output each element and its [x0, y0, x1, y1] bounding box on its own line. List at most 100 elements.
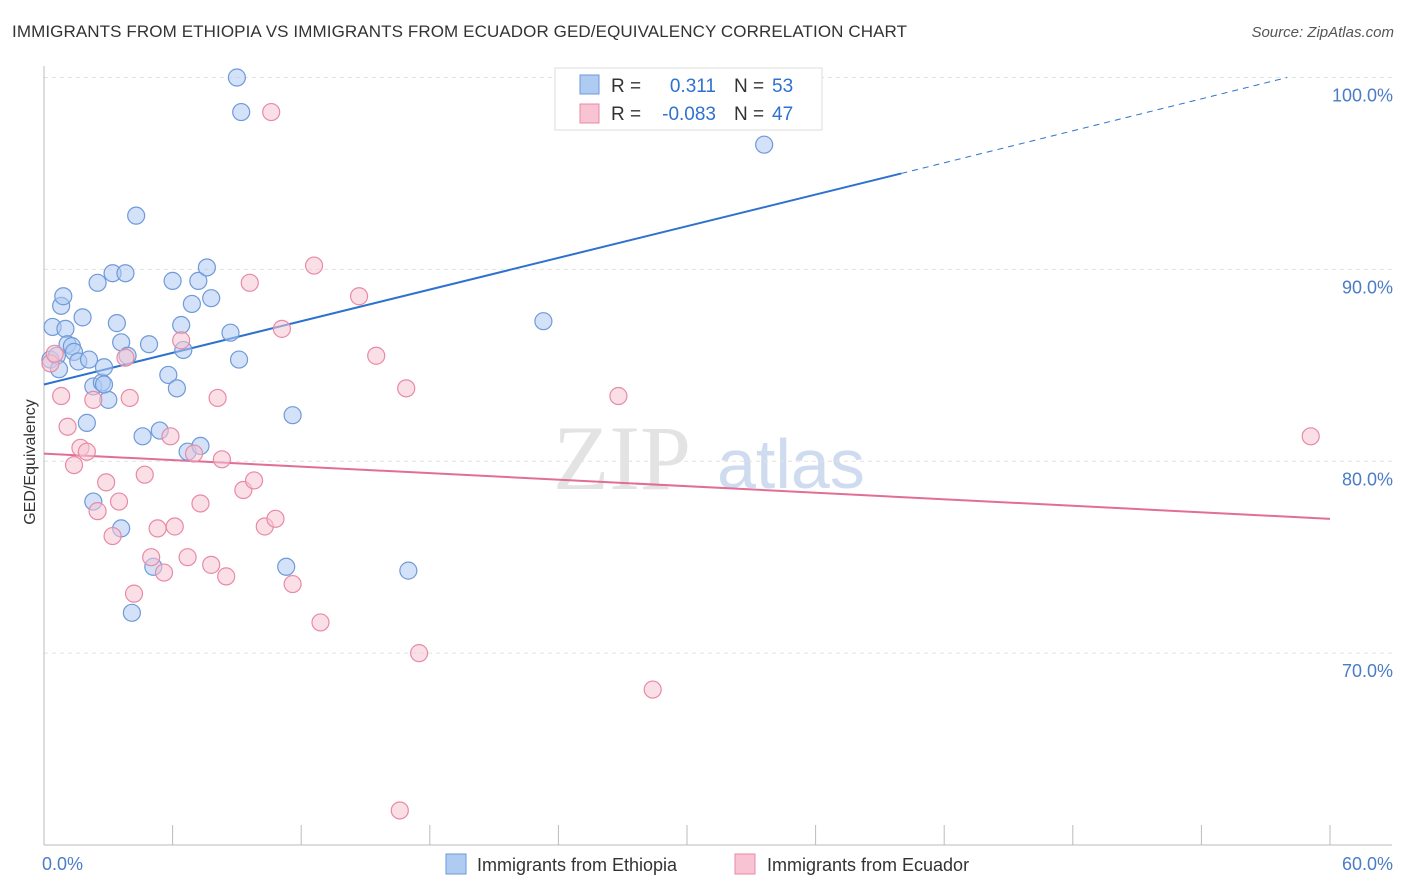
point-series0-12	[77, 413, 96, 432]
point-series0-13	[79, 350, 99, 369]
point-series0-31	[172, 315, 191, 335]
point-series1-36	[304, 256, 324, 275]
point-series0-11	[73, 308, 92, 327]
bottom-legend: Immigrants from Ethiopia Immigrants from…	[445, 853, 969, 875]
legend-swatch-ethiopia	[445, 853, 467, 875]
point-series0-42	[283, 406, 302, 425]
point-series1-3	[58, 417, 77, 436]
point-series1-46	[262, 102, 281, 122]
x-tick-labels: 0.0% 60.0%	[42, 854, 1393, 874]
point-series1-18	[154, 563, 174, 582]
point-series1-45	[1301, 427, 1320, 446]
point-series1-33	[266, 509, 285, 528]
point-series1-27	[212, 450, 231, 469]
point-series0-49	[399, 561, 418, 580]
point-series0-52	[94, 375, 114, 394]
point-series1-20	[165, 517, 184, 536]
point-series1-34	[272, 319, 292, 338]
y-tick-label-0: 70.0%	[1342, 661, 1393, 681]
point-series1-26	[208, 388, 227, 408]
point-series0-6	[56, 319, 75, 338]
point-series0-20	[107, 314, 126, 333]
point-series0-51	[755, 135, 774, 154]
trendline-extension-0	[901, 77, 1288, 174]
point-series1-25	[202, 555, 221, 574]
point-series0-15	[88, 273, 107, 292]
stats-legend: R = 0.311 N = 53 R = -0.083 N = 47	[554, 67, 823, 131]
point-series1-14	[124, 584, 144, 603]
point-series1-35	[283, 574, 302, 594]
point-series1-15	[135, 465, 154, 484]
point-series1-39	[367, 346, 386, 365]
point-series0-30	[167, 379, 186, 398]
point-series0-39	[232, 102, 251, 122]
point-series1-23	[184, 444, 204, 463]
point-series1-4	[64, 455, 84, 475]
stats-n-label-ethiopia: N =	[734, 76, 764, 97]
y-tick-label-2: 90.0%	[1342, 277, 1393, 297]
x-tick-label-1: 60.0%	[1342, 854, 1393, 874]
point-series0-26	[139, 335, 159, 354]
point-series1-40	[390, 801, 409, 820]
y-tick-labels: 70.0% 80.0% 90.0% 100.0%	[1332, 86, 1393, 682]
x-tick-label-0: 0.0%	[42, 854, 83, 874]
point-series1-13	[120, 388, 139, 408]
point-series1-28	[217, 567, 236, 586]
point-series1-19	[161, 427, 180, 446]
point-series1-44	[643, 680, 662, 699]
point-series0-47	[122, 603, 141, 622]
point-series1-11	[109, 492, 129, 511]
point-series0-50	[534, 312, 553, 331]
watermark-atlas: atlas	[717, 425, 865, 503]
stats-n-value-ecuador: 47	[772, 104, 793, 125]
trendline-1	[43, 452, 1331, 520]
stats-r-value-ecuador: -0.083	[662, 104, 716, 125]
point-series1-43	[609, 386, 628, 406]
point-series1-30	[240, 273, 259, 292]
point-series1-8	[88, 502, 107, 521]
stats-n-label-ecuador: N =	[734, 104, 764, 125]
point-series1-1	[45, 344, 64, 363]
stats-r-label-ethiopia: R =	[611, 76, 641, 97]
point-series1-17	[148, 519, 167, 538]
point-series1-22	[178, 548, 197, 567]
point-series0-41	[277, 557, 296, 576]
legend-swatch-ecuador	[734, 853, 756, 875]
point-series0-36	[202, 289, 221, 308]
point-series0-5	[54, 287, 73, 306]
chart-title: IMMIGRANTS FROM ETHIOPIA VS IMMIGRANTS F…	[12, 22, 908, 41]
point-series1-24	[191, 494, 210, 513]
point-series0-33	[182, 294, 201, 314]
point-series1-21	[172, 331, 191, 350]
y-tick-label-3: 100.0%	[1332, 86, 1393, 106]
stats-r-label-ecuador: R =	[611, 104, 641, 125]
point-series0-25	[133, 427, 152, 446]
point-series1-31	[244, 471, 264, 490]
gridlines	[44, 77, 1392, 654]
point-series1-41	[397, 379, 416, 398]
point-series0-22	[116, 264, 135, 283]
legend-label-ecuador: Immigrants from Ecuador	[767, 855, 969, 875]
point-series0-38	[227, 68, 246, 87]
point-series0-24	[127, 206, 146, 225]
point-series1-37	[311, 613, 330, 632]
axes	[43, 66, 1392, 846]
point-series1-42	[409, 644, 429, 663]
point-series1-12	[116, 348, 135, 367]
point-series1-16	[142, 548, 161, 567]
point-series0-17	[94, 358, 114, 377]
watermark: ZIP atlas	[553, 407, 865, 509]
point-series1-7	[84, 390, 103, 409]
data-points	[41, 68, 1320, 820]
stats-n-value-ethiopia: 53	[772, 76, 793, 97]
point-series0-35	[197, 258, 216, 277]
point-series0-34	[189, 271, 208, 290]
point-series0-29	[163, 271, 182, 290]
point-series1-9	[97, 473, 116, 492]
point-series1-10	[103, 526, 122, 546]
y-tick-label-1: 80.0%	[1342, 469, 1393, 489]
point-series0-37	[221, 323, 240, 342]
legend-label-ethiopia: Immigrants from Ethiopia	[477, 855, 678, 875]
stats-swatch-ecuador	[579, 103, 600, 124]
